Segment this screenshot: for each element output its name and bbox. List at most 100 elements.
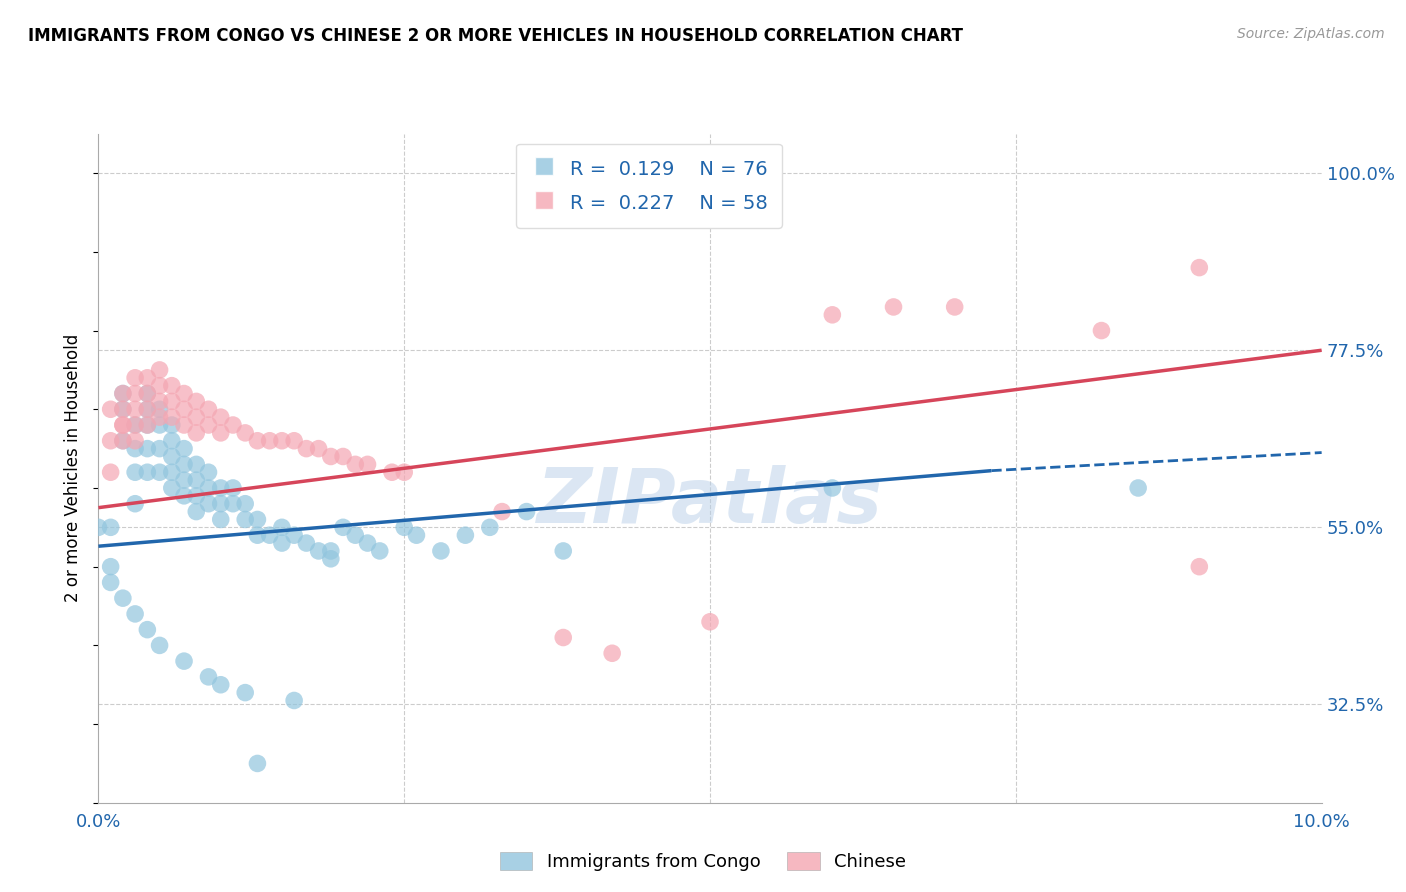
- Point: [356, 536, 378, 550]
- Text: IMMIGRANTS FROM CONGO VS CHINESE 2 OR MORE VEHICLES IN HOUSEHOLD CORRELATION CHA: IMMIGRANTS FROM CONGO VS CHINESE 2 OR MO…: [28, 27, 963, 45]
- Point: [270, 536, 292, 550]
- Point: [111, 417, 134, 432]
- Text: ZIPatlas: ZIPatlas: [537, 465, 883, 539]
- Point: [100, 520, 122, 534]
- Point: [111, 434, 134, 448]
- Point: [173, 473, 195, 487]
- Point: [368, 544, 391, 558]
- Point: [136, 371, 159, 385]
- Point: [186, 505, 208, 519]
- Y-axis label: 2 or more Vehicles in Household: 2 or more Vehicles in Household: [65, 334, 83, 602]
- Point: [259, 528, 281, 542]
- Point: [516, 505, 538, 519]
- Point: [186, 489, 208, 503]
- Point: [160, 481, 183, 495]
- Point: [136, 386, 159, 401]
- Point: [319, 544, 342, 558]
- Point: [308, 544, 330, 558]
- Point: [124, 417, 146, 432]
- Point: [160, 394, 183, 409]
- Point: [136, 623, 159, 637]
- Point: [160, 434, 183, 448]
- Point: [283, 528, 305, 542]
- Point: [100, 575, 122, 590]
- Point: [197, 402, 219, 417]
- Point: [124, 402, 146, 417]
- Point: [173, 417, 195, 432]
- Point: [222, 417, 245, 432]
- Point: [197, 670, 219, 684]
- Point: [186, 394, 208, 409]
- Point: [392, 520, 416, 534]
- Point: [124, 497, 146, 511]
- Point: [136, 417, 159, 432]
- Text: Source: ZipAtlas.com: Source: ZipAtlas.com: [1237, 27, 1385, 41]
- Point: [124, 434, 146, 448]
- Point: [295, 442, 318, 456]
- Point: [173, 386, 195, 401]
- Point: [332, 450, 354, 464]
- Point: [124, 417, 146, 432]
- Point: [821, 481, 844, 495]
- Point: [149, 417, 172, 432]
- Point: [197, 481, 219, 495]
- Point: [600, 646, 623, 660]
- Point: [136, 442, 159, 456]
- Point: [87, 520, 110, 534]
- Point: [197, 417, 219, 432]
- Point: [270, 434, 292, 448]
- Point: [209, 497, 232, 511]
- Point: [149, 378, 172, 392]
- Point: [430, 544, 453, 558]
- Point: [124, 465, 146, 479]
- Point: [160, 378, 183, 392]
- Point: [111, 591, 134, 606]
- Point: [821, 308, 844, 322]
- Point: [197, 497, 219, 511]
- Point: [111, 386, 134, 401]
- Point: [246, 512, 269, 526]
- Point: [209, 425, 232, 440]
- Point: [246, 434, 269, 448]
- Point: [100, 434, 122, 448]
- Point: [222, 481, 245, 495]
- Point: [124, 442, 146, 456]
- Point: [344, 458, 367, 472]
- Point: [197, 465, 219, 479]
- Point: [233, 512, 256, 526]
- Point: [186, 425, 208, 440]
- Point: [149, 410, 172, 425]
- Point: [233, 425, 256, 440]
- Legend: R =  0.129    N = 76, R =  0.227    N = 58: R = 0.129 N = 76, R = 0.227 N = 58: [516, 144, 782, 228]
- Point: [173, 442, 195, 456]
- Point: [1090, 324, 1112, 338]
- Point: [405, 528, 427, 542]
- Point: [149, 402, 172, 417]
- Point: [283, 693, 305, 707]
- Point: [356, 458, 378, 472]
- Point: [100, 402, 122, 417]
- Point: [209, 512, 232, 526]
- Point: [1188, 559, 1211, 574]
- Point: [136, 417, 159, 432]
- Point: [149, 442, 172, 456]
- Point: [160, 410, 183, 425]
- Point: [1128, 481, 1150, 495]
- Point: [553, 631, 575, 645]
- Point: [1188, 260, 1211, 275]
- Point: [246, 528, 269, 542]
- Point: [173, 458, 195, 472]
- Point: [344, 528, 367, 542]
- Point: [209, 410, 232, 425]
- Point: [491, 505, 513, 519]
- Point: [149, 639, 172, 653]
- Point: [136, 386, 159, 401]
- Point: [173, 654, 195, 668]
- Point: [173, 489, 195, 503]
- Point: [100, 465, 122, 479]
- Point: [149, 394, 172, 409]
- Point: [319, 551, 342, 566]
- Point: [173, 402, 195, 417]
- Point: [160, 450, 183, 464]
- Point: [111, 417, 134, 432]
